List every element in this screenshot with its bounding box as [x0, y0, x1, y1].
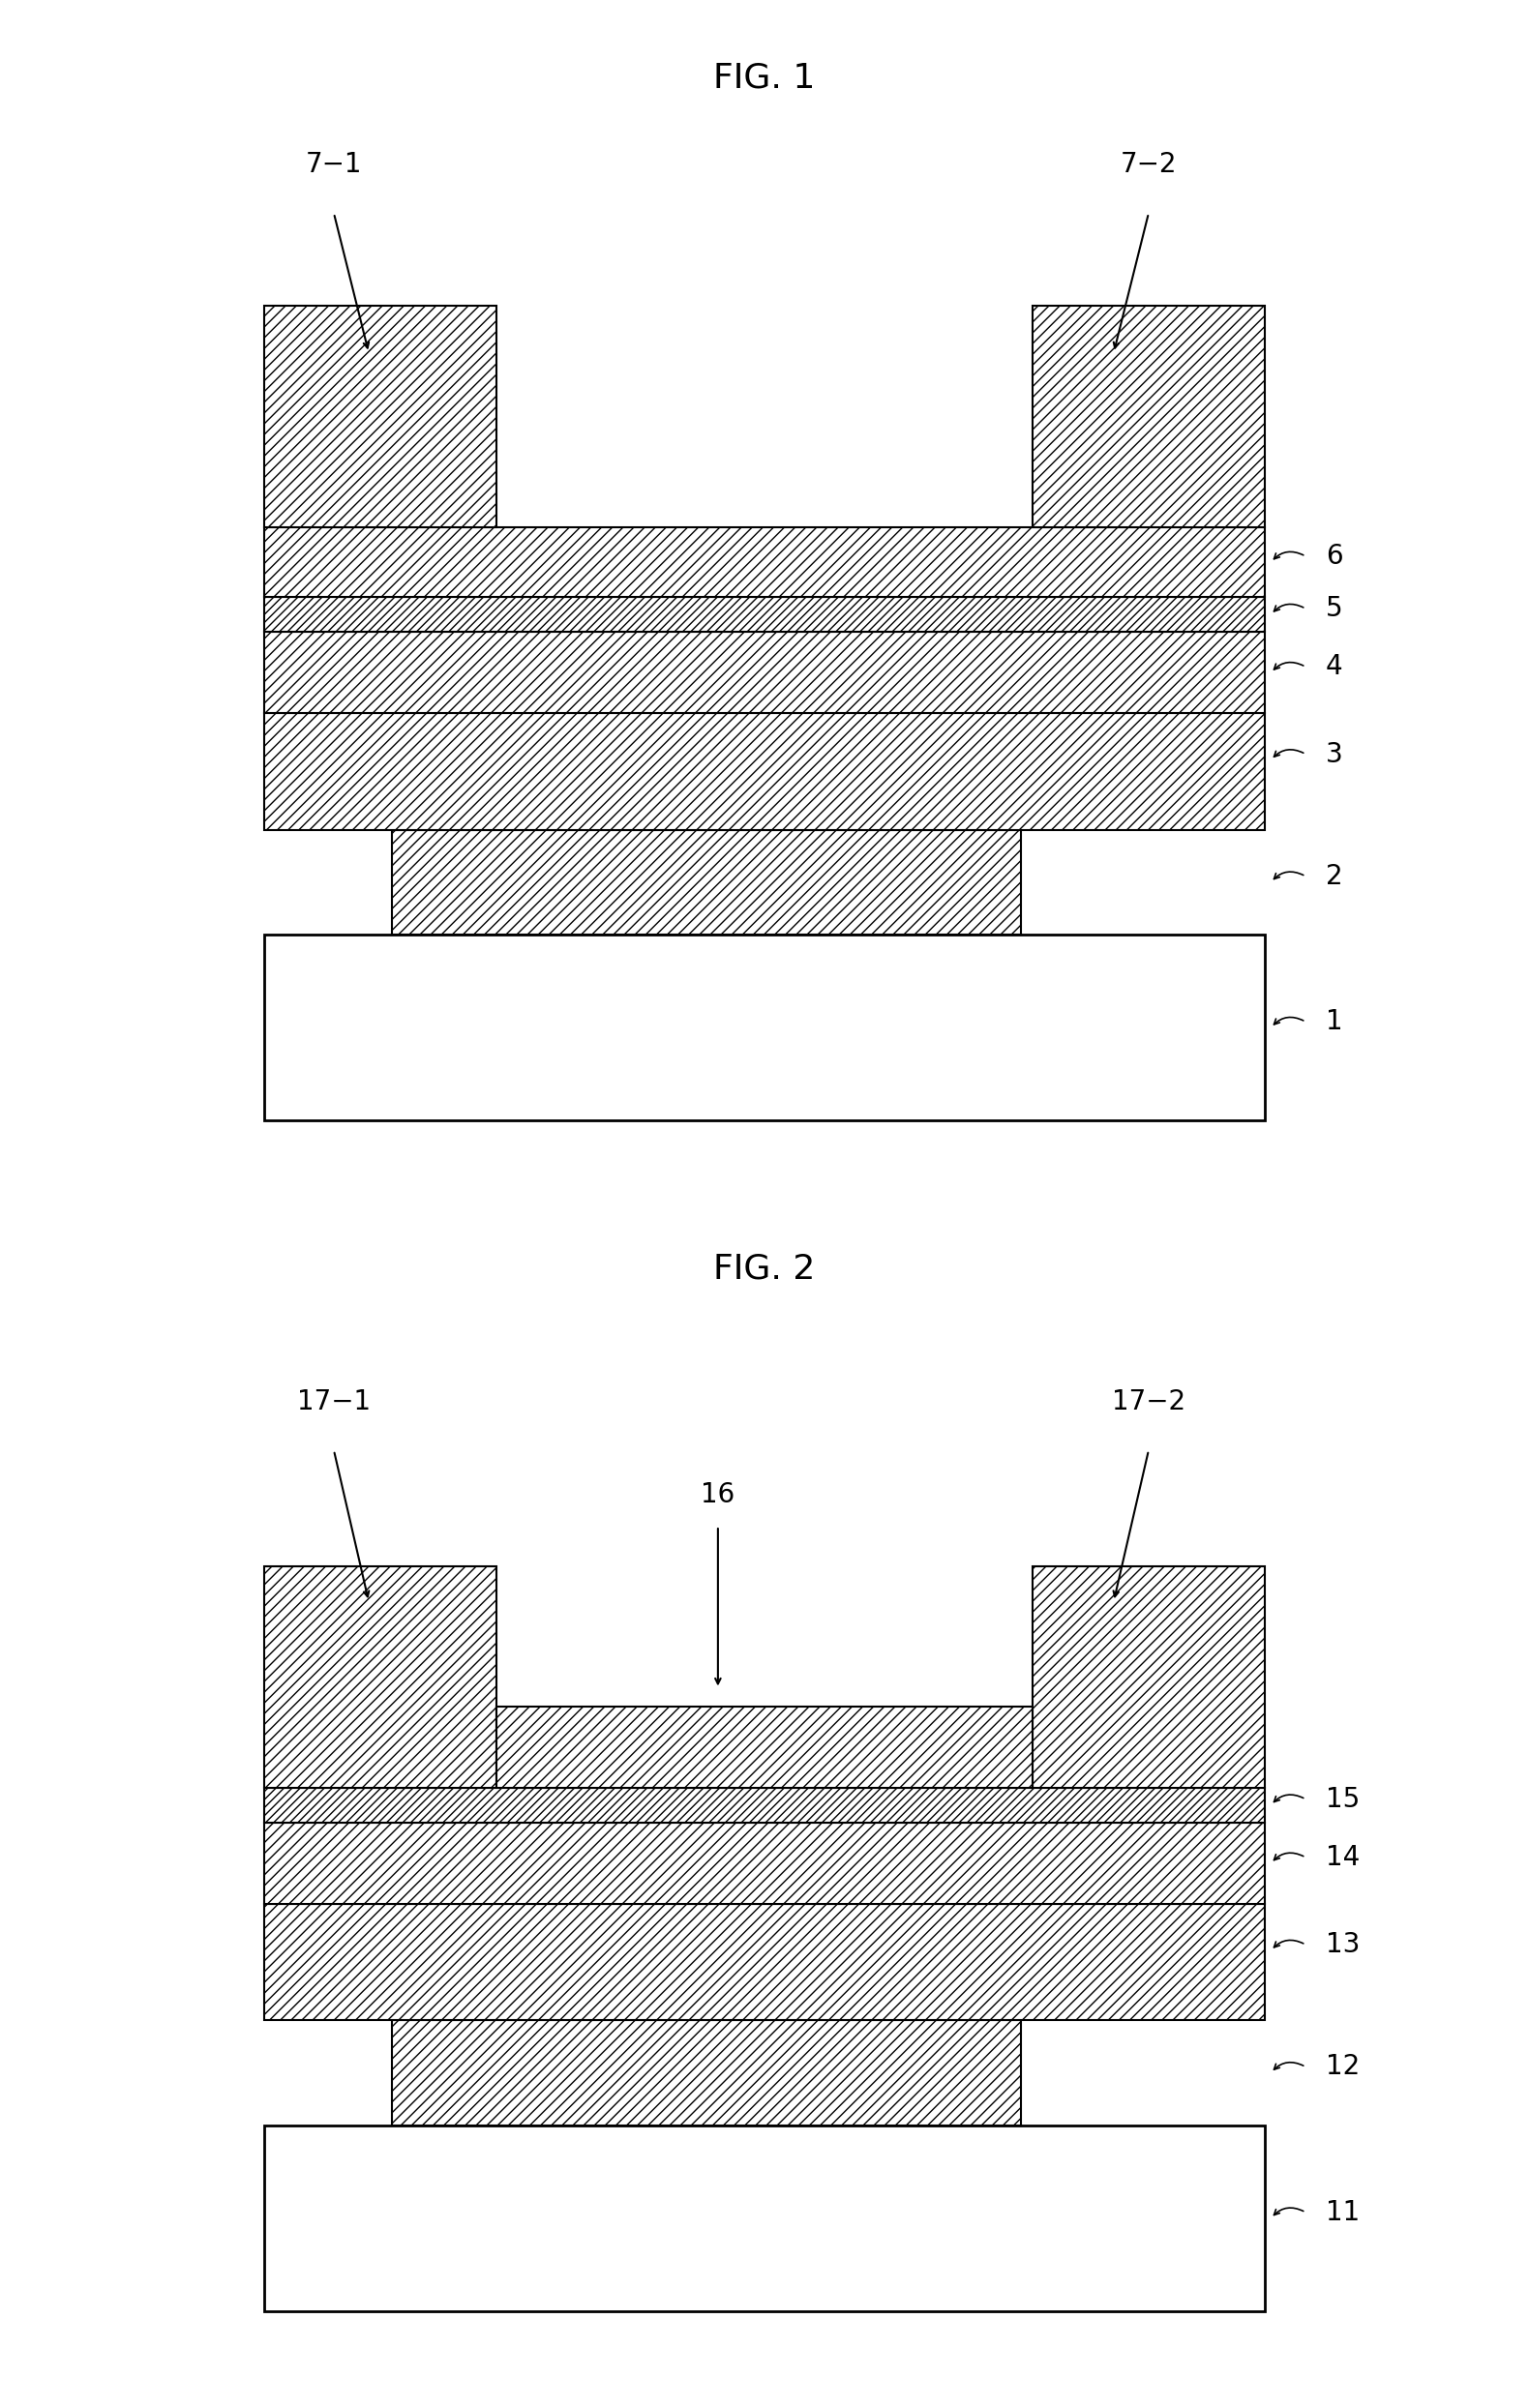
FancyBboxPatch shape	[265, 1823, 1264, 1905]
FancyBboxPatch shape	[265, 1787, 1264, 1823]
FancyBboxPatch shape	[265, 1905, 1264, 2020]
FancyBboxPatch shape	[391, 2020, 1020, 2126]
Text: 14: 14	[1326, 1845, 1359, 1871]
Text: 6: 6	[1326, 542, 1342, 571]
Text: FIG. 2: FIG. 2	[714, 1252, 815, 1286]
FancyBboxPatch shape	[265, 597, 1264, 631]
Text: FIG. 1: FIG. 1	[714, 63, 815, 94]
Text: 1: 1	[1326, 1009, 1342, 1035]
Text: 2: 2	[1326, 862, 1342, 891]
FancyBboxPatch shape	[497, 1707, 1032, 1787]
Text: 4: 4	[1326, 653, 1342, 681]
Text: 5: 5	[1326, 595, 1342, 621]
FancyBboxPatch shape	[1032, 306, 1264, 527]
Text: 7−1: 7−1	[306, 152, 362, 178]
Text: 16: 16	[700, 1481, 735, 1507]
FancyBboxPatch shape	[265, 934, 1264, 1120]
FancyBboxPatch shape	[391, 831, 1020, 934]
FancyBboxPatch shape	[265, 713, 1264, 831]
FancyBboxPatch shape	[265, 306, 497, 527]
Text: 11: 11	[1326, 2199, 1359, 2225]
Text: 17−2: 17−2	[1112, 1387, 1185, 1416]
Text: 13: 13	[1326, 1931, 1359, 1958]
FancyBboxPatch shape	[265, 1568, 497, 1787]
FancyBboxPatch shape	[265, 527, 1264, 597]
Text: 7−2: 7−2	[1121, 152, 1177, 178]
FancyBboxPatch shape	[265, 2126, 1264, 2312]
Text: 17−1: 17−1	[297, 1387, 370, 1416]
Text: 12: 12	[1326, 2054, 1359, 2081]
Text: 3: 3	[1326, 742, 1342, 768]
FancyBboxPatch shape	[1032, 1568, 1264, 1787]
FancyBboxPatch shape	[265, 631, 1264, 713]
Text: 15: 15	[1326, 1787, 1359, 1813]
